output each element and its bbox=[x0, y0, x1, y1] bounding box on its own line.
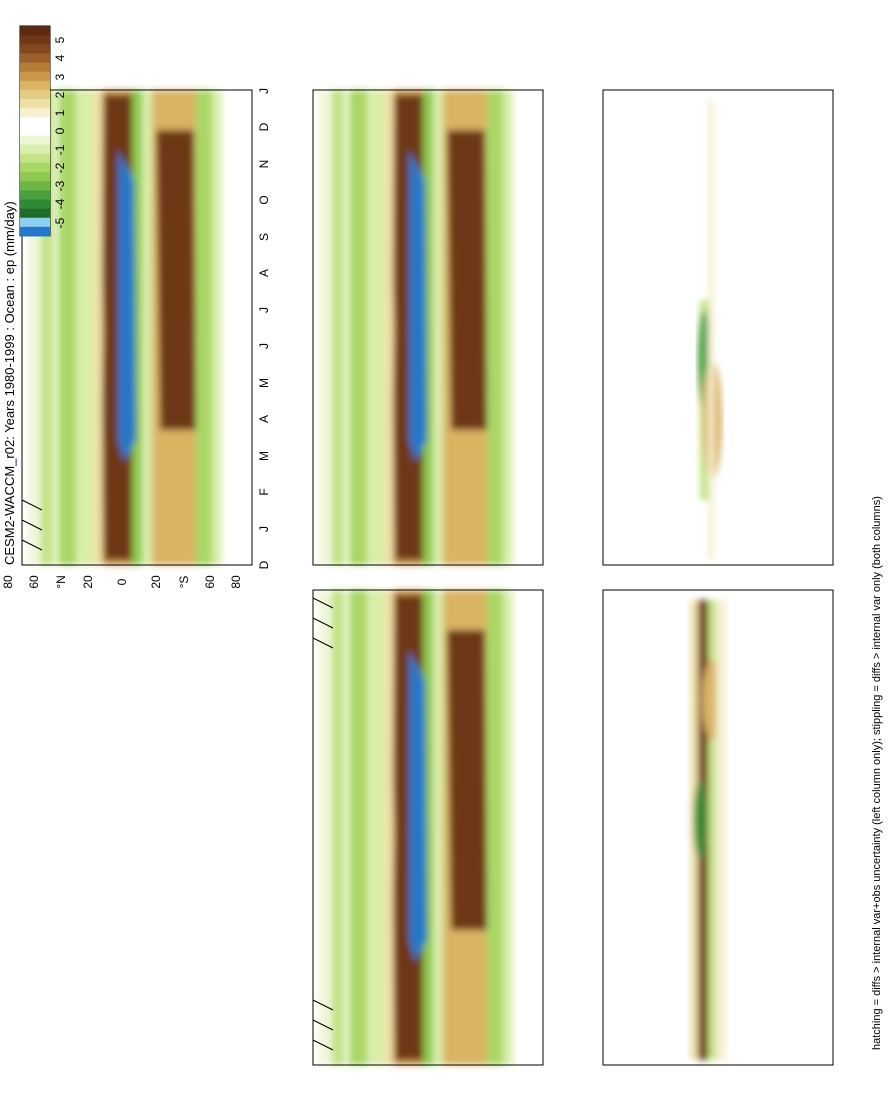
colorbar-swatch bbox=[20, 80, 50, 91]
cb-tick-1: 4 bbox=[53, 54, 67, 61]
ylabel-lat-0: 80 bbox=[1, 575, 15, 589]
colorbar-swatch bbox=[20, 217, 50, 228]
xlabel-month-5: M bbox=[257, 378, 271, 388]
ylabel-lat-8: 80 bbox=[229, 575, 243, 589]
cb-tick-4: 1 bbox=[53, 109, 67, 116]
xlabel-month-9: S bbox=[257, 233, 271, 241]
colorbar-top-left: 5 4 3 2 1 0 -1 -2 -3 -4 -5 bbox=[19, 25, 67, 237]
panel-bottom-right bbox=[602, 89, 834, 566]
xlabel-month-13: J bbox=[257, 88, 271, 94]
cb-tick-9: -4 bbox=[53, 198, 67, 209]
colorbar-swatch bbox=[20, 135, 50, 146]
colorbar-swatch bbox=[20, 126, 50, 137]
colorbar-swatch bbox=[20, 199, 50, 210]
colorbar-swatch bbox=[20, 208, 50, 219]
xlabel-month-4: A bbox=[257, 415, 271, 423]
hatching bbox=[312, 597, 334, 1051]
colorbar-swatch bbox=[20, 108, 50, 118]
cb-tick-8: -3 bbox=[53, 180, 67, 191]
panel-top-right bbox=[312, 89, 544, 566]
xlabel-month-2: F bbox=[257, 488, 271, 495]
cb-tick-2: 3 bbox=[53, 73, 67, 80]
colorbar-swatch bbox=[20, 35, 50, 45]
panel-field-fill bbox=[319, 90, 543, 565]
panel-field-fill bbox=[319, 590, 543, 1065]
ylabel-lat-1: 60 bbox=[27, 575, 41, 589]
cb-tick-3: 2 bbox=[53, 91, 67, 98]
xlabel-month-0: D bbox=[257, 560, 271, 569]
xlabel-month-7: J bbox=[257, 307, 271, 313]
cb-tick-5: 0 bbox=[53, 127, 67, 134]
colorbar-swatch bbox=[20, 53, 50, 64]
xlabel-month-12: D bbox=[257, 122, 271, 131]
colorbar-swatch bbox=[20, 26, 50, 36]
colorbar-swatches bbox=[20, 26, 50, 237]
xlabel-month-6: J bbox=[257, 343, 271, 349]
ylabel-lat-5: 20 bbox=[149, 575, 163, 589]
cb-tick-7: -2 bbox=[53, 162, 67, 173]
colorbar-swatch bbox=[20, 44, 50, 54]
ylabel-lat-3: 20 bbox=[81, 575, 95, 589]
colorbar-swatch bbox=[20, 226, 50, 237]
ylabel-lat-7: 60 bbox=[203, 575, 217, 589]
colorbar-swatch bbox=[20, 117, 50, 127]
panel-diff-fill bbox=[698, 100, 722, 560]
colorbar-swatch bbox=[20, 162, 50, 173]
xlabel-month-3: M bbox=[257, 451, 271, 461]
ylabel-lat-6: °S bbox=[177, 576, 191, 589]
colorbar-swatch bbox=[20, 62, 50, 73]
xlabel-month-8: A bbox=[257, 269, 271, 277]
panel-bottom-left bbox=[602, 589, 834, 1066]
colorbar-swatch bbox=[20, 181, 50, 191]
panel-title: CESM2-WACCM_r02: Years 1980-1999 : Ocean… bbox=[2, 201, 17, 565]
cb-tick-6: -1 bbox=[53, 144, 67, 155]
colorbar-swatch bbox=[20, 172, 50, 182]
colorbar-swatch bbox=[20, 190, 50, 200]
panel-diff-fill bbox=[690, 600, 726, 1060]
xlabel-month-10: O bbox=[257, 195, 271, 204]
cb-tick-0: 5 bbox=[53, 36, 67, 43]
colorbar-swatch bbox=[20, 99, 50, 109]
colorbar-swatch bbox=[20, 89, 50, 100]
ylabel-lat-2: °N bbox=[54, 575, 68, 588]
xlabel-month-11: N bbox=[257, 160, 271, 169]
xlabel-month-1: J bbox=[257, 526, 271, 532]
colorbar-swatch bbox=[20, 71, 50, 82]
colorbar-swatch bbox=[20, 153, 50, 164]
panel-field-fill bbox=[28, 90, 252, 565]
ylabel-lat-4: 0 bbox=[115, 578, 129, 585]
footer-note: hatching = diffs > internal var+obs unce… bbox=[871, 496, 883, 1050]
cb-tick-10: -5 bbox=[53, 217, 67, 228]
colorbar-swatch bbox=[20, 144, 50, 155]
panel-middle-left bbox=[312, 589, 544, 1066]
